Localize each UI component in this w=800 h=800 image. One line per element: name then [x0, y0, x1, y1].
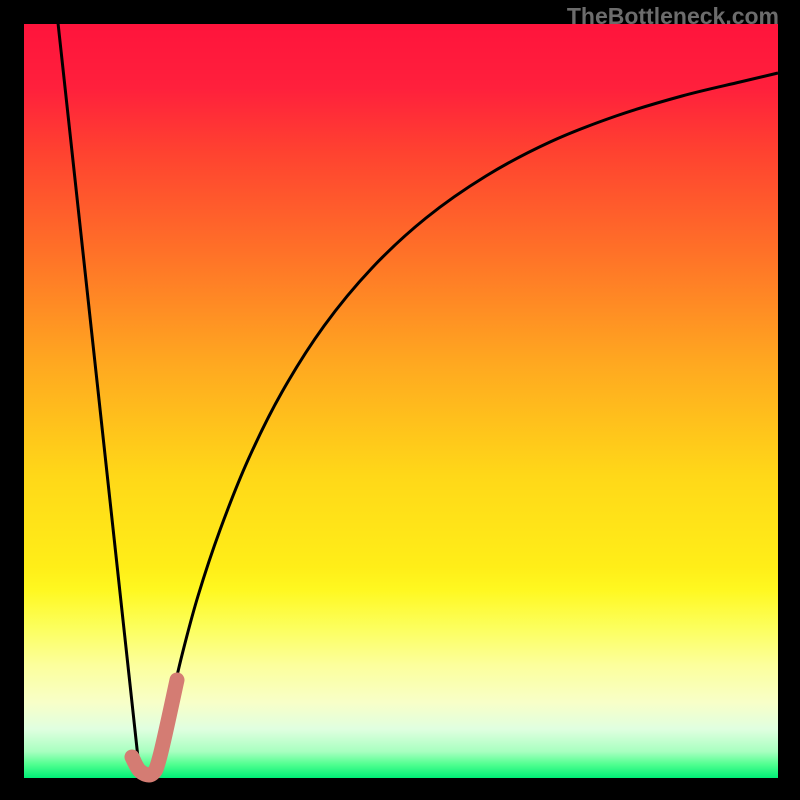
chart-container: TheBottleneck.com — [0, 0, 800, 800]
main-curve — [155, 73, 778, 777]
left-line — [58, 23, 139, 767]
watermark-text: TheBottleneck.com — [567, 3, 779, 30]
chart-svg — [0, 0, 800, 800]
highlight-j — [132, 680, 177, 775]
